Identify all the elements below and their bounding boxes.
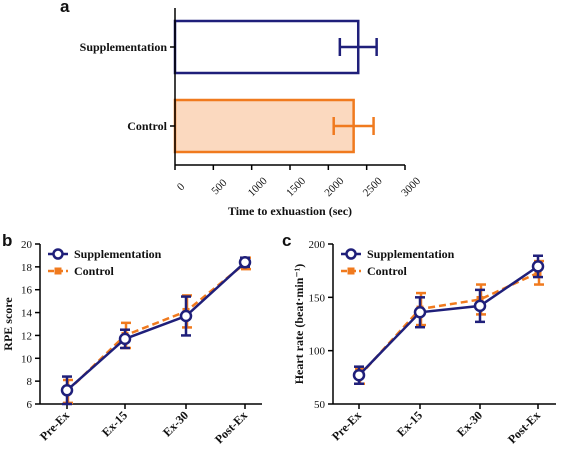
y-tick-label: 14	[21, 308, 33, 320]
legend-marker-supplementation	[52, 248, 64, 260]
legend-marker-supplementation	[345, 248, 357, 260]
bar-supplementation	[173, 19, 360, 75]
series-line-supplementation	[358, 265, 539, 377]
panel-b-line-chart: 6 8 10 12 14 16 18 20 Pre-Ex Ex-15 Ex-30 Post-Ex RPE…	[1, 239, 262, 446]
x-tick-label: Ex-30	[160, 408, 191, 439]
x-tick-label: Ex-15	[394, 408, 425, 439]
y-tick-label: 18	[21, 262, 33, 274]
x-tick-label: Pre-Ex	[37, 408, 72, 443]
data-point-supplementation	[473, 299, 487, 313]
panel-a-bar-chart: Supplementation Control 0 500 1000 1500 2000 25…	[80, 8, 423, 218]
x-tick-label: 1500	[284, 175, 308, 199]
legend-marker-control	[347, 267, 355, 275]
x-tick-label: 2000	[322, 175, 346, 199]
panel-letter-c: c	[282, 231, 291, 250]
y-tick-label: 6	[27, 399, 33, 411]
y-tick-label: 16	[21, 285, 33, 297]
data-point-supplementation	[60, 384, 74, 397]
category-label-supplementation: Supplementation	[80, 40, 168, 54]
x-tick-label: 3000	[399, 175, 423, 199]
legend-label-control: Control	[367, 264, 407, 278]
bar-control	[173, 98, 355, 154]
y-tick-label: 100	[309, 346, 326, 358]
series-line-supplementation	[66, 261, 246, 392]
x-tick-label: Ex-30	[454, 408, 485, 439]
data-point-supplementation	[531, 260, 545, 273]
data-point-supplementation	[352, 368, 366, 382]
x-tick-label: 0	[175, 181, 188, 194]
y-tick-label: 150	[309, 292, 326, 304]
y-tick-label: 20	[21, 239, 33, 251]
y-tick-label: 12	[21, 330, 32, 342]
category-label-control: Control	[127, 119, 167, 133]
x-tick-label: 1000	[246, 175, 270, 199]
data-point-supplementation	[413, 306, 427, 319]
panel-letter-b: b	[2, 231, 12, 250]
x-tick-label: 500	[209, 177, 230, 198]
x-tick-label: Post-Ex	[212, 408, 250, 446]
x-tick-label: 2500	[361, 175, 385, 199]
series-line-control	[358, 271, 539, 378]
panel-letter-a: a	[60, 0, 70, 16]
y-axis-title-b: RPE score	[1, 297, 15, 351]
legend-label-control: Control	[74, 264, 114, 278]
y-tick-label: 10	[21, 353, 33, 365]
y-axis-title-c: Heart rate (beat·min⁻¹)	[292, 264, 306, 385]
y-tick-label: 200	[309, 239, 326, 251]
y-tick-label: 8	[27, 376, 33, 388]
x-tick-label: Post-Ex	[505, 408, 543, 446]
data-point-supplementation	[238, 256, 252, 269]
x-tick-label: Ex-15	[99, 408, 130, 439]
y-tick-label: 50	[314, 399, 326, 411]
x-axis-title-a: Time to exhuastion (sec)	[228, 204, 352, 218]
legend-label-supplementation: Supplementation	[74, 247, 162, 261]
data-point-supplementation	[118, 332, 132, 346]
x-tick-label: Pre-Ex	[329, 408, 364, 443]
panel-c-line-chart: 50 100 150 200 Pre-Ex Ex-15 Ex-30 Post-Ex Heart …	[292, 239, 556, 446]
data-point-supplementation	[179, 309, 193, 323]
series-line-control	[66, 262, 246, 393]
legend-label-supplementation: Supplementation	[367, 247, 455, 261]
legend-marker-control	[54, 267, 62, 275]
